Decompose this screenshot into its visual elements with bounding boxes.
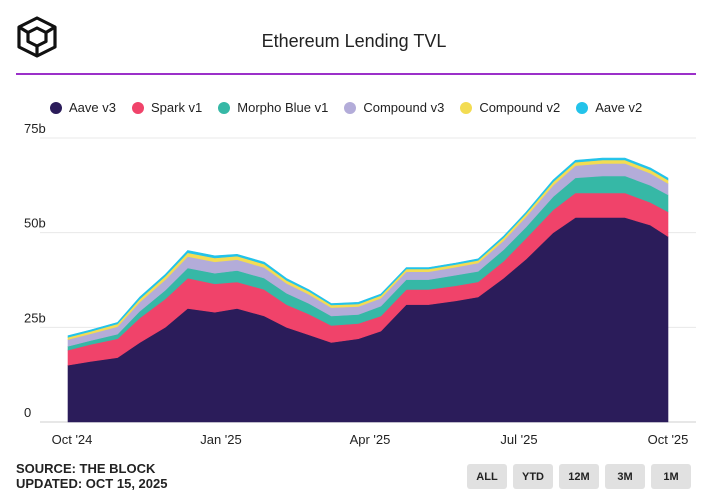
legend-label: Compound v3 [363, 100, 445, 115]
legend-label: Spark v1 [150, 100, 203, 115]
legend-label: Morpho Blue v1 [237, 100, 329, 115]
range-1m-button[interactable]: 1M [651, 464, 691, 489]
chart-area: 0 25b 50b 75b Oct '24 Jan '25 Apr '25 Jul '25 Oc… [24, 121, 696, 447]
source-note: SOURCE: THE BLOCK UPDATED: OCT 15, 2025 [16, 461, 167, 491]
x-tick-label: Apr '25 [350, 432, 391, 447]
range-3m-button[interactable]: 3M [605, 464, 645, 489]
y-tick-label: 25b [24, 310, 46, 325]
legend-item[interactable]: Morpho Blue v1 [218, 100, 328, 115]
updated-text: UPDATED: OCT 15, 2025 [16, 476, 168, 491]
chart-title: Ethereum Lending TVL [261, 31, 447, 51]
range-selector: ALL YTD 12M 3M 1M [467, 464, 691, 489]
legend-label: Aave v2 [595, 100, 643, 115]
legend-item[interactable]: Compound v2 [460, 100, 560, 115]
source-text: SOURCE: THE BLOCK [16, 461, 156, 476]
legend-swatch [131, 101, 144, 114]
series-area-5 [67, 157, 669, 338]
x-tick-label: Jul '25 [500, 432, 537, 447]
range-12m-button[interactable]: 12M [559, 464, 599, 489]
range-ytd-button[interactable]: YTD [513, 464, 553, 489]
title-divider [16, 73, 696, 75]
y-tick-label: 50b [24, 216, 46, 231]
legend-item[interactable]: Aave v3 [50, 100, 116, 115]
x-tick-label: Oct '24 [52, 432, 93, 447]
range-all-button[interactable]: ALL [467, 464, 507, 489]
y-tick-label: 75b [24, 121, 46, 136]
the-block-logo-icon [16, 16, 58, 58]
legend-label: Compound v2 [479, 100, 561, 115]
legend-swatch [50, 101, 62, 114]
legend-item[interactable]: Compound v3 [344, 100, 444, 115]
legend-swatch [576, 101, 589, 114]
legend-item[interactable]: Aave v2 [576, 100, 642, 115]
x-tick-label: Jan '25 [200, 432, 242, 447]
x-tick-label: Oct '25 [648, 432, 689, 447]
legend-label: Aave v3 [69, 100, 116, 115]
legend-swatch [218, 101, 231, 114]
legend-item[interactable]: Spark v1 [131, 100, 203, 115]
y-tick-label: 0 [24, 405, 31, 420]
legend-swatch [344, 101, 357, 114]
legend-swatch [460, 101, 473, 114]
chart-legend: Aave v3 Spark v1 Morpho Blue v1 Compound v3… [50, 100, 658, 115]
